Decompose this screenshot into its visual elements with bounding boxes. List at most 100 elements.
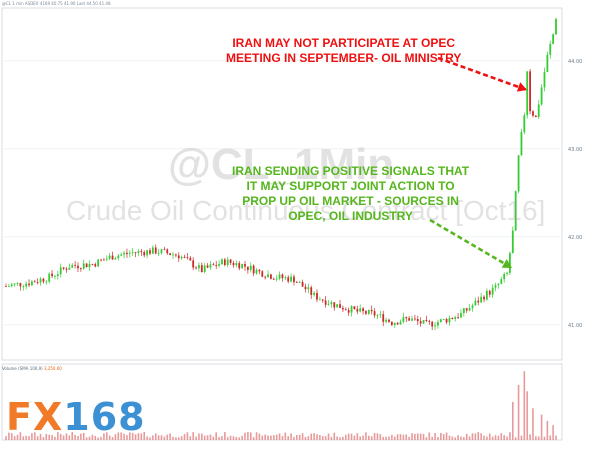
candle-body xyxy=(304,286,307,290)
volume-bar xyxy=(166,434,169,440)
volume-bar xyxy=(333,432,336,440)
candle-body xyxy=(229,259,232,263)
candle-body xyxy=(526,71,529,116)
candle-body xyxy=(88,264,91,268)
volume-bar xyxy=(126,435,128,440)
volume-bar xyxy=(353,435,356,440)
volume-bar xyxy=(62,435,65,440)
volume-bar xyxy=(376,433,379,440)
candle-body xyxy=(437,322,439,326)
volume-bar xyxy=(36,436,39,440)
candle-body xyxy=(128,253,131,254)
candle-body xyxy=(350,306,353,313)
volume-bar xyxy=(10,433,13,440)
candle-body xyxy=(45,281,48,283)
volume-bar xyxy=(324,436,327,440)
candle-body xyxy=(79,268,82,269)
green-arrow-head xyxy=(501,259,512,268)
candle-body xyxy=(51,273,53,277)
logo-fx: FX xyxy=(6,395,64,439)
volume-bar xyxy=(114,434,117,440)
candle-body xyxy=(336,304,339,308)
volume-bar xyxy=(195,436,197,440)
volume-bar xyxy=(59,433,62,440)
volume-bar xyxy=(296,434,298,440)
candle-body xyxy=(166,249,169,254)
candle-body xyxy=(477,300,480,303)
volume-bar xyxy=(13,436,16,440)
volume-bar xyxy=(497,435,500,440)
volume-bar xyxy=(396,434,399,440)
volume-bar xyxy=(258,433,261,440)
candle-body xyxy=(42,278,45,282)
candle-body xyxy=(134,252,137,254)
candle-body xyxy=(376,315,379,316)
volume-bar xyxy=(451,436,454,440)
volume-bar xyxy=(293,437,295,440)
volume-bar xyxy=(186,432,189,440)
volume-bar xyxy=(391,434,393,440)
candle-body xyxy=(359,308,362,312)
volume-bar xyxy=(506,436,508,440)
candle-body xyxy=(290,276,292,282)
candle-body xyxy=(428,321,431,322)
volume-bar xyxy=(80,433,82,440)
annotation-iran-support: IRAN SENDING POSITIVE SIGNALS THAT IT MA… xyxy=(232,164,469,224)
candle-body xyxy=(316,292,318,300)
volume-bar xyxy=(411,433,413,440)
candle-body xyxy=(143,251,146,256)
volume-bar xyxy=(532,408,534,440)
candle-body xyxy=(157,252,160,254)
volume-bar xyxy=(154,433,157,440)
candle-body xyxy=(390,321,393,325)
volume-bar xyxy=(463,437,465,440)
candle-body xyxy=(241,264,244,269)
volume-bar xyxy=(494,435,497,440)
volume-bar xyxy=(350,433,353,440)
volume-bar xyxy=(457,435,459,440)
volume-bar xyxy=(336,436,338,440)
volume-bar xyxy=(25,435,27,440)
volume-bar xyxy=(431,436,433,440)
candle-body xyxy=(431,321,434,327)
candle-body xyxy=(149,250,151,254)
chart-header-text: @CL 1 min ASDEX 4169 40.75 41.90 Last 44… xyxy=(2,1,111,6)
candle-body xyxy=(13,283,16,285)
candle-body xyxy=(295,282,298,283)
candle-body xyxy=(537,104,540,118)
volume-bar xyxy=(327,433,330,440)
candle-body xyxy=(249,265,252,270)
volume-bar xyxy=(100,436,102,440)
candle-body xyxy=(509,253,511,273)
volume-bar xyxy=(5,436,7,440)
volume-bar xyxy=(543,436,546,440)
volume-bar xyxy=(483,435,485,440)
y-tick-label: 41.00 xyxy=(568,323,582,329)
volume-bar xyxy=(149,437,151,440)
volume-bar xyxy=(474,433,477,440)
volume-bar xyxy=(28,436,30,440)
candle-body xyxy=(494,285,497,288)
volume-bar xyxy=(48,434,50,440)
candle-body xyxy=(416,319,419,322)
volume-bar xyxy=(94,435,97,440)
volume-bar xyxy=(97,437,99,440)
candle-body xyxy=(307,287,310,290)
watermark-symbol: @CL_1Min xyxy=(168,140,395,189)
volume-bar xyxy=(82,432,85,440)
fx168-logo: FX168 xyxy=(6,397,146,437)
candle-body xyxy=(174,254,177,256)
candle-body xyxy=(462,308,465,313)
candle-body xyxy=(7,286,10,287)
volume-bar xyxy=(68,435,71,440)
candle-body xyxy=(281,274,284,279)
volume-bar xyxy=(362,435,364,440)
candle-body xyxy=(321,299,324,301)
volume-bar xyxy=(146,436,148,440)
volume-bar xyxy=(402,434,405,440)
candle-body xyxy=(235,263,238,266)
volume-bar xyxy=(535,436,537,440)
candle-body xyxy=(126,252,128,254)
volume-bar xyxy=(65,433,68,440)
volume-bar xyxy=(359,436,361,440)
